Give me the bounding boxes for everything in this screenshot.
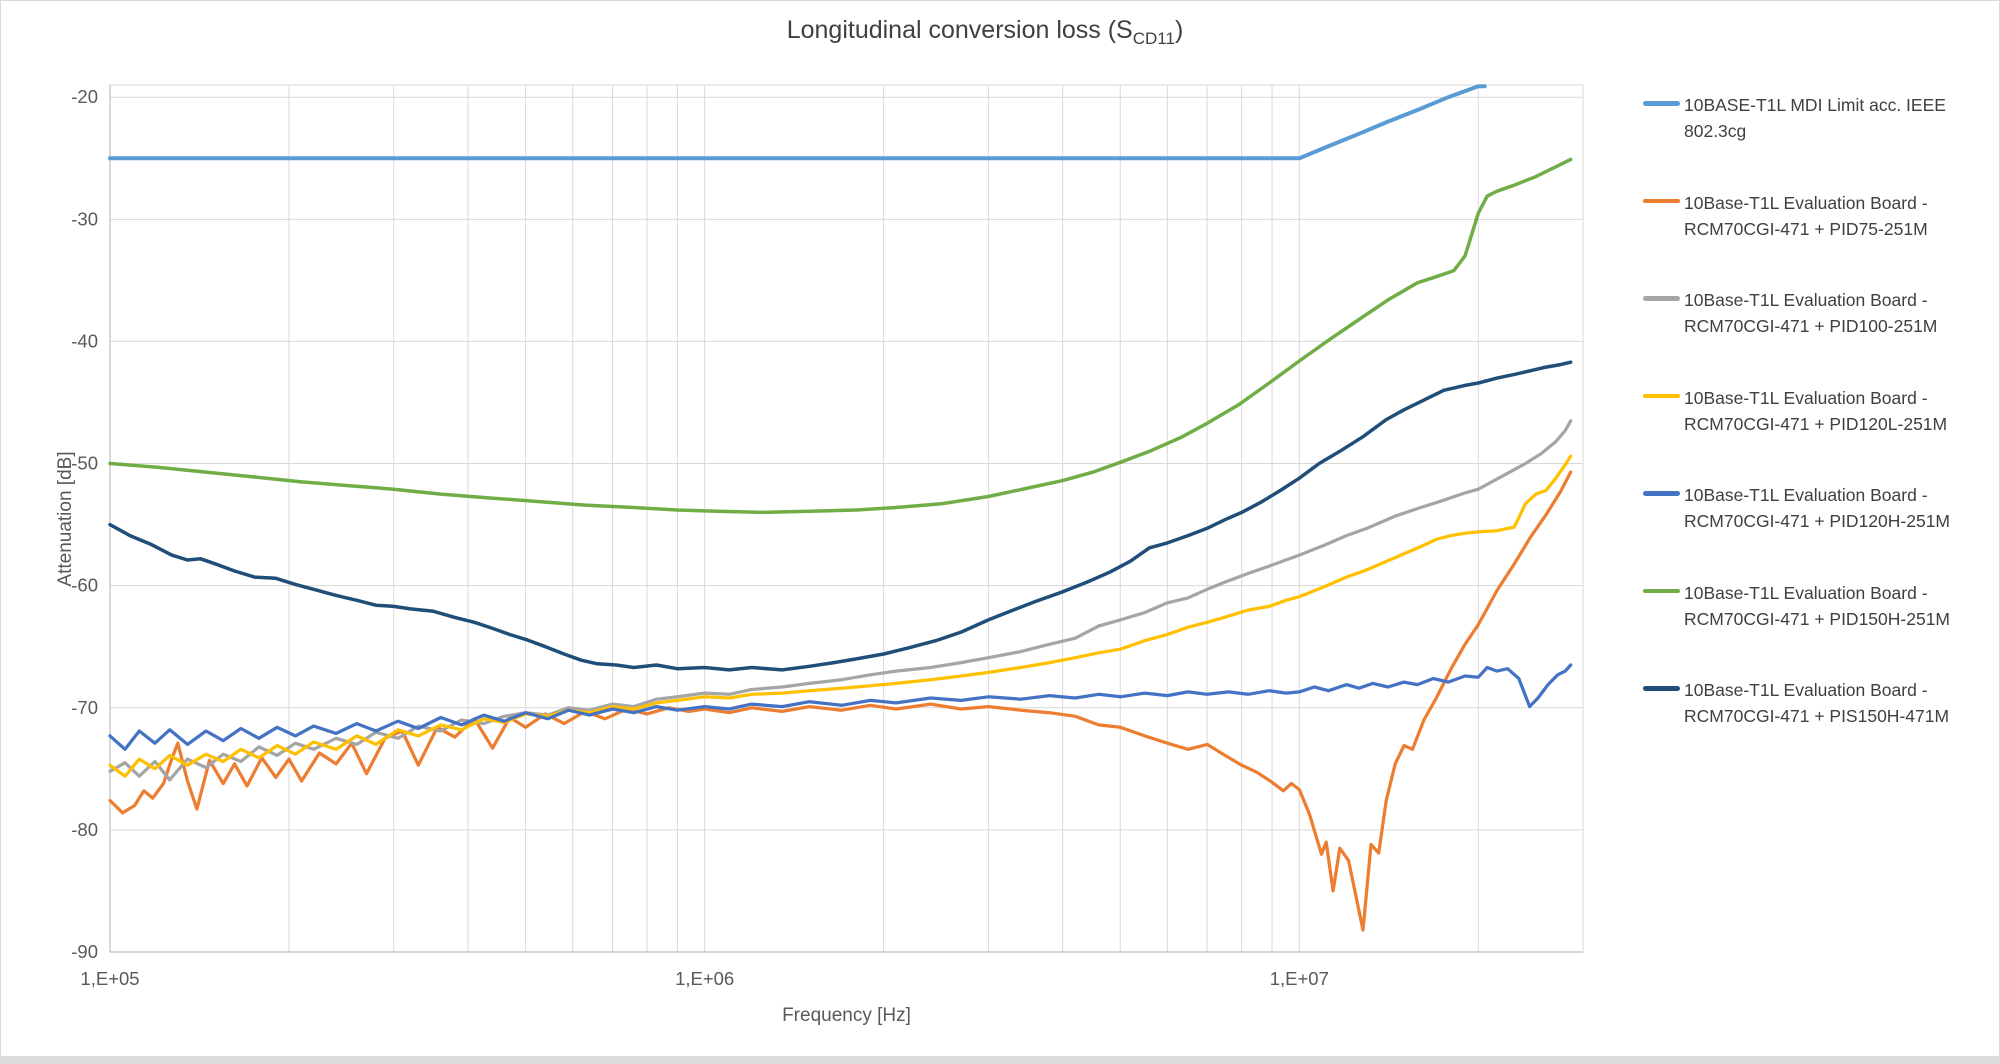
- gridlines: [109, 84, 1584, 953]
- chart-title: Longitudinal conversion loss (SCD11): [0, 16, 1970, 49]
- legend-label-line2: 802.3cg: [1684, 121, 1747, 141]
- series-line-0: [108, 84, 1487, 161]
- series-line-5: [108, 157, 1573, 515]
- series-line-6: [108, 360, 1573, 672]
- legend-entry-pid120h: 10Base-T1L Evaluation Board - RCM70CGI-47…: [1643, 482, 1983, 580]
- legend-line-swatch-icon: [1643, 296, 1680, 301]
- legend-entry-pid150h: 10Base-T1L Evaluation Board - RCM70CGI-47…: [1643, 580, 1983, 678]
- legend-label-line2: RCM70CGI-471 + PID75-251M: [1684, 218, 1928, 239]
- y-axis-title: Attenuation [dB]: [55, 451, 76, 587]
- series-lines: [108, 84, 1573, 932]
- chart-legend: 10BASE-T1L MDI Limit acc. IEEE 802.3cg 10…: [1643, 92, 1983, 775]
- x-axis-title: Frequency [Hz]: [782, 1005, 911, 1026]
- legend-label-line1: 10Base-T1L Evaluation Board -: [1684, 192, 1928, 213]
- legend-label-line1: 10Base-T1L Evaluation Board -: [1684, 485, 1928, 505]
- x-tick-label: 1,E+05: [80, 968, 139, 989]
- x-tick-label: 1,E+06: [675, 968, 734, 989]
- legend-label-line2: RCM70CGI-471 + PIS150H-471M: [1684, 706, 1950, 726]
- chart-title-subscript: CD11: [1132, 29, 1175, 48]
- series-line-4: [108, 663, 1573, 751]
- legend-line-swatch-icon: [1643, 198, 1680, 203]
- y-tick-label: -70: [71, 697, 98, 718]
- legend-label-line1: 10Base-T1L Evaluation Board -: [1684, 387, 1928, 408]
- legend-entry-pid100: 10Base-T1L Evaluation Board - RCM70CGI-47…: [1643, 287, 1983, 385]
- legend-label-line2: RCM70CGI-471 + PID150H-251M: [1684, 608, 1951, 629]
- y-tick-label: -40: [71, 330, 98, 351]
- legend-entry-pid75: 10Base-T1L Evaluation Board - RCM70CGI-47…: [1643, 190, 1983, 288]
- y-tick-label: -20: [71, 86, 98, 107]
- legend-entry-mdi-limit: 10BASE-T1L MDI Limit acc. IEEE 802.3cg: [1643, 92, 1983, 190]
- axes: [109, 85, 1583, 953]
- legend-line-swatch-icon: [1643, 491, 1680, 496]
- series-line-1: [108, 470, 1573, 932]
- y-tick-label: -60: [71, 575, 98, 596]
- legend-label-line2: RCM70CGI-471 + PID120H-251M: [1684, 511, 1951, 531]
- legend-line-swatch-icon: [1643, 393, 1680, 398]
- chart-title-pre: Longitudinal conversion loss (S: [786, 16, 1133, 44]
- y-tick-label: -30: [71, 208, 98, 229]
- legend-label-line1: 10Base-T1L Evaluation Board -: [1684, 290, 1928, 310]
- legend-entry-pis150h: 10Base-T1L Evaluation Board - RCM70CGI-47…: [1643, 677, 1983, 775]
- series-line-3: [108, 454, 1573, 778]
- window-bottom-edge: [0, 1056, 2000, 1064]
- tick-labels: -20 -30 -40 -50 -60 -70 -80 -90 1,E+05 1,E+06 1,E+…: [71, 86, 1329, 989]
- y-tick-label: -80: [71, 819, 98, 840]
- legend-label-line1: 10Base-T1L Evaluation Board -: [1684, 582, 1928, 603]
- y-tick-label: -90: [71, 941, 98, 962]
- legend-label-line1: 10Base-T1L Evaluation Board -: [1684, 680, 1928, 700]
- chart-title-post: ): [1174, 16, 1184, 44]
- legend-label-line1: 10BASE-T1L MDI Limit acc. IEEE: [1684, 95, 1946, 115]
- x-tick-label: 1,E+07: [1270, 968, 1329, 989]
- legend-line-swatch-icon: [1643, 588, 1680, 593]
- legend-line-swatch-icon: [1643, 686, 1680, 691]
- legend-label-line2: RCM70CGI-471 + PID120L-251M: [1684, 413, 1948, 434]
- legend-line-swatch-icon: [1643, 101, 1680, 106]
- legend-label-line2: RCM70CGI-471 + PID100-251M: [1684, 316, 1938, 336]
- legend-entry-pid120l: 10Base-T1L Evaluation Board - RCM70CGI-47…: [1643, 385, 1983, 483]
- series-line-2: [108, 419, 1573, 782]
- y-tick-label: -50: [71, 453, 98, 474]
